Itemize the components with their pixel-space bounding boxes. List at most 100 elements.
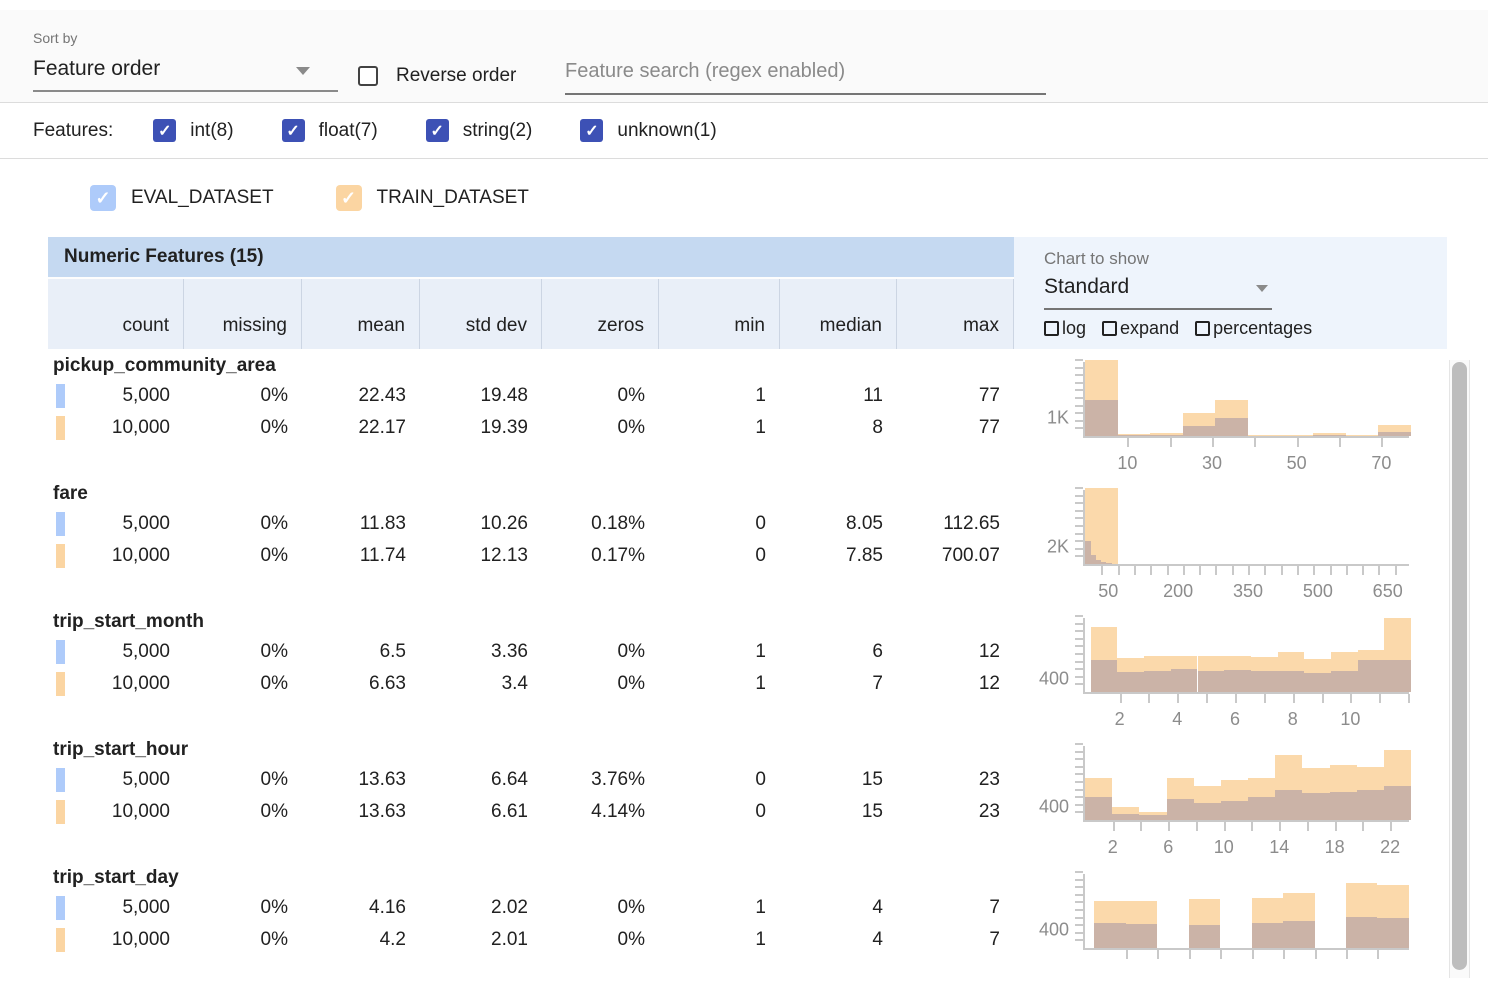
y-axis-tick: [1075, 766, 1083, 768]
eval-histogram-bar: [1198, 671, 1225, 692]
filter-int8[interactable]: ✓int(8): [153, 119, 233, 142]
train-dataset-swatch: [56, 928, 65, 952]
histogram-plot-area: [1083, 874, 1409, 950]
sort-by-label: Sort by: [33, 30, 77, 46]
y-axis-tick: [1075, 623, 1083, 625]
eval-histogram-bar: [1091, 660, 1118, 692]
filter-string2[interactable]: ✓string(2): [426, 119, 533, 142]
x-axis-tick-label: 70: [1371, 453, 1391, 474]
eval-histogram-bar: [1377, 918, 1409, 948]
stat-std-dev: 3.36: [420, 636, 542, 668]
chart-option-percentages[interactable]: percentages: [1195, 318, 1312, 339]
x-axis-tick: [1134, 566, 1136, 575]
sort-by-dropdown[interactable]: Feature order: [33, 57, 338, 92]
stat-count: 5,000: [48, 636, 184, 668]
eval-histogram-bar: [1117, 672, 1144, 692]
eval-histogram-bar: [1150, 435, 1183, 436]
vertical-scrollbar-thumb[interactable]: [1452, 362, 1467, 970]
stat-std-dev: 10.26: [420, 508, 542, 540]
x-axis-tick: [1127, 438, 1129, 447]
filter-float7[interactable]: ✓float(7): [282, 119, 378, 142]
x-axis-tick: [1379, 694, 1381, 703]
stat-max: 77: [897, 380, 1014, 412]
x-axis-tick: [1215, 566, 1217, 575]
filter-unknown1[interactable]: ✓unknown(1): [580, 119, 716, 142]
y-axis-tick: [1075, 389, 1083, 391]
checkbox-checked-icon[interactable]: ✓: [580, 119, 603, 142]
x-axis-tick: [1251, 822, 1253, 831]
x-axis-tick-label: 22: [1380, 837, 1400, 858]
eval-histogram-bar: [1331, 671, 1358, 692]
eval-histogram-bar: [1085, 400, 1118, 436]
stat-zeros: 0%: [542, 636, 659, 668]
dataset-toggle-train_dataset[interactable]: ✓ TRAIN_DATASET: [336, 185, 529, 211]
chart-option-log[interactable]: log: [1044, 318, 1086, 339]
y-axis-tick: [1075, 405, 1083, 407]
checkbox-unchecked-icon[interactable]: [1102, 321, 1117, 336]
x-axis-tick: [1330, 566, 1332, 575]
eval-stat-row: 5,0000%22.4319.480%11177: [48, 380, 1014, 412]
train-stat-row: 10,0000%22.1719.390%1877: [48, 412, 1014, 444]
y-axis-tick: [1075, 412, 1083, 414]
x-axis-tick: [1377, 950, 1379, 959]
eval-histogram-bar: [1358, 660, 1385, 692]
chart-type-dropdown[interactable]: Standard: [1044, 269, 1272, 310]
stat-missing: 0%: [184, 924, 302, 956]
chart-option-expand[interactable]: expand: [1102, 318, 1179, 339]
eval-histogram-bar: [1106, 563, 1111, 564]
eval-histogram-bar: [1085, 797, 1112, 820]
stat-max: 23: [897, 764, 1014, 796]
eval-histogram-bar: [1283, 921, 1315, 948]
reverse-order-label: Reverse order: [396, 65, 516, 87]
checkbox-checked-icon[interactable]: ✓: [426, 119, 449, 142]
stat-min: 0: [659, 508, 780, 540]
stat-missing: 0%: [184, 380, 302, 412]
eval-histogram-bar: [1221, 801, 1248, 820]
y-axis-tick: [1075, 668, 1083, 670]
y-axis-tick: [1075, 502, 1083, 504]
chart-option-label: expand: [1120, 318, 1179, 339]
eval-histogram-bar: [1278, 671, 1305, 692]
stat-mean: 11.83: [302, 508, 420, 540]
checkbox-checked-icon[interactable]: ✓: [153, 119, 176, 142]
y-axis-label: 400: [1014, 920, 1069, 941]
train-dataset-swatch: [56, 416, 65, 440]
y-axis-tick: [1075, 517, 1083, 519]
train-dataset-swatch: [56, 544, 65, 568]
x-axis-tick: [1264, 694, 1266, 703]
y-axis-tick: [1075, 510, 1083, 512]
checkbox-checked-icon[interactable]: ✓: [282, 119, 305, 142]
checkbox-unchecked-icon[interactable]: [1195, 321, 1210, 336]
x-axis-tick-label: 50: [1098, 581, 1118, 602]
dataset-label: TRAIN_DATASET: [377, 187, 529, 209]
feature-search-input[interactable]: [565, 60, 1046, 95]
eval-histogram-bar: [1126, 924, 1157, 948]
x-axis-tick: [1224, 822, 1226, 831]
dataset-label: EVAL_DATASET: [131, 187, 274, 209]
features-label: Features:: [33, 120, 113, 142]
x-axis-tick: [1339, 438, 1341, 447]
x-axis-tick-label: 200: [1163, 581, 1193, 602]
x-axis-tick: [1408, 694, 1410, 703]
y-axis-tick: [1075, 886, 1083, 888]
feature-stats: fare5,0000%11.8310.260.18%08.05112.6510,…: [48, 480, 1014, 608]
checkbox-checked-icon[interactable]: ✓: [336, 185, 362, 211]
checkbox-unchecked-icon[interactable]: [1044, 321, 1059, 336]
dataset-toggle-eval_dataset[interactable]: ✓ EVAL_DATASET: [90, 185, 274, 211]
stat-count: 5,000: [48, 892, 184, 924]
eval-dataset-swatch: [56, 512, 65, 536]
x-axis-tick-label: 14: [1269, 837, 1289, 858]
feature-histogram: 246810400: [1014, 608, 1447, 736]
histogram-plot-area: 2610141822: [1083, 746, 1409, 822]
chart-option-label: percentages: [1213, 318, 1312, 339]
eval-histogram-bar: [1304, 673, 1331, 692]
stat-median: 15: [780, 764, 897, 796]
x-axis-tick-label: 10: [1214, 837, 1234, 858]
checkbox-checked-icon[interactable]: ✓: [90, 185, 116, 211]
x-axis-tick-label: 4: [1172, 709, 1182, 730]
vertical-scrollbar-track[interactable]: [1449, 360, 1470, 978]
y-axis-tick: [1075, 917, 1083, 919]
reverse-order-checkbox[interactable]: [358, 66, 378, 86]
x-axis-tick: [1283, 950, 1285, 959]
x-axis-tick: [1346, 566, 1348, 575]
